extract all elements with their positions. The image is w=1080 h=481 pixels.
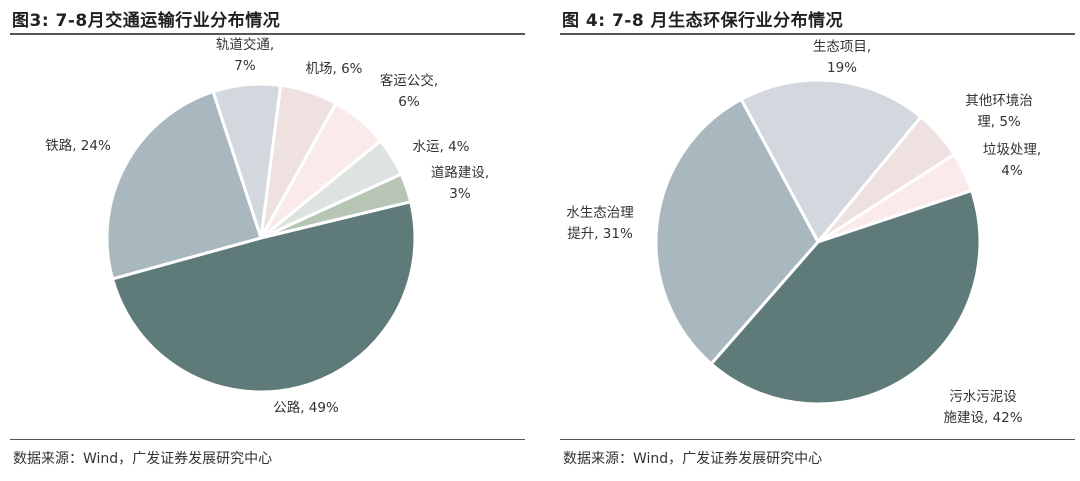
chart-panel-environment: 图 4: 7-8 月生态环保行业分布情况 垃圾处理, 4% 其他环境治理, 5% 生态… (550, 0, 1080, 481)
slice-label-line: 轨道交通, (216, 36, 274, 53)
slice-label-line: 其他环境治 (965, 93, 1033, 109)
source-note: 数据来源：Wind，广发证券发展研究中心 (563, 451, 823, 467)
slice-label-2: 客运公交, 6% (380, 72, 438, 110)
chart-panel-transport: 图3: 7-8月交通运输行业分布情况 道路建设, 3% 水运, 4% 客运公交, 6% 机… (0, 0, 530, 481)
slice-label-line: 垃圾处理, (983, 142, 1041, 158)
slice-label-3: 水生态治理提升, 31% (566, 205, 634, 242)
slice-label-line: 公路, 49% (273, 400, 339, 416)
slice-label-line: 施建设, 42% (943, 410, 1022, 426)
slice-label-line: 道路建设, (431, 165, 489, 181)
source-divider (560, 439, 1075, 440)
pie-chart-environment: 垃圾处理, 4% 其他环境治理, 5% 生态项目, 19% 水生态治理提升, 31% 污水污… (566, 39, 1041, 426)
slice-label-line: 铁路, 24% (45, 138, 111, 154)
pie-slice-6 (111, 200, 417, 394)
slice-label-5: 铁路, 24% (45, 138, 111, 154)
source-note: 数据来源：Wind，广发证券发展研究中心 (13, 451, 273, 467)
pie-slice-5 (105, 90, 263, 281)
slice-label-line: 污水污泥设 (949, 389, 1017, 405)
slice-label-2: 生态项目, 19% (813, 39, 871, 76)
slice-label-line: 客运公交, (380, 72, 438, 89)
slice-label-line: 水运, 4% (413, 139, 470, 155)
slice-label-6: 公路, 49% (273, 400, 339, 416)
slice-label-line: 19% (827, 60, 857, 76)
slice-label-line: 水生态治理 (566, 205, 634, 221)
slice-label-line: 机场, 6% (306, 61, 363, 77)
source-divider (10, 439, 525, 440)
slice-label-4: 污水污泥设施建设, 42% (943, 389, 1022, 426)
title-divider (560, 33, 1075, 35)
chart-title: 图3: 7-8月交通运输行业分布情况 (12, 11, 281, 31)
slice-label-line: 生态项目, (813, 39, 871, 55)
slice-label-line: 7% (234, 58, 256, 74)
pie-slice-3 (654, 97, 820, 366)
slice-label-1: 其他环境治理, 5% (965, 93, 1033, 130)
slice-label-4: 轨道交通, 7% (216, 36, 274, 74)
slice-label-line: 3% (449, 186, 471, 202)
slice-label-0: 垃圾处理, 4% (983, 142, 1041, 179)
slice-label-line: 6% (398, 94, 420, 110)
chart-title: 图 4: 7-8 月生态环保行业分布情况 (562, 11, 844, 31)
pie-slice-4 (709, 189, 982, 406)
pie-chart-transport: 道路建设, 3% 水运, 4% 客运公交, 6% 机场, 6% 轨道交通, 7% 铁路, 24%… (45, 36, 489, 416)
slice-label-0: 道路建设, 3% (431, 165, 489, 202)
slice-label-1: 水运, 4% (413, 139, 470, 155)
slice-label-3: 机场, 6% (306, 61, 363, 77)
title-divider (10, 33, 525, 35)
pie-slice-2 (739, 78, 923, 244)
slice-label-line: 理, 5% (977, 114, 1021, 130)
slice-label-line: 4% (1001, 163, 1023, 179)
slice-label-line: 提升, 31% (567, 226, 633, 242)
